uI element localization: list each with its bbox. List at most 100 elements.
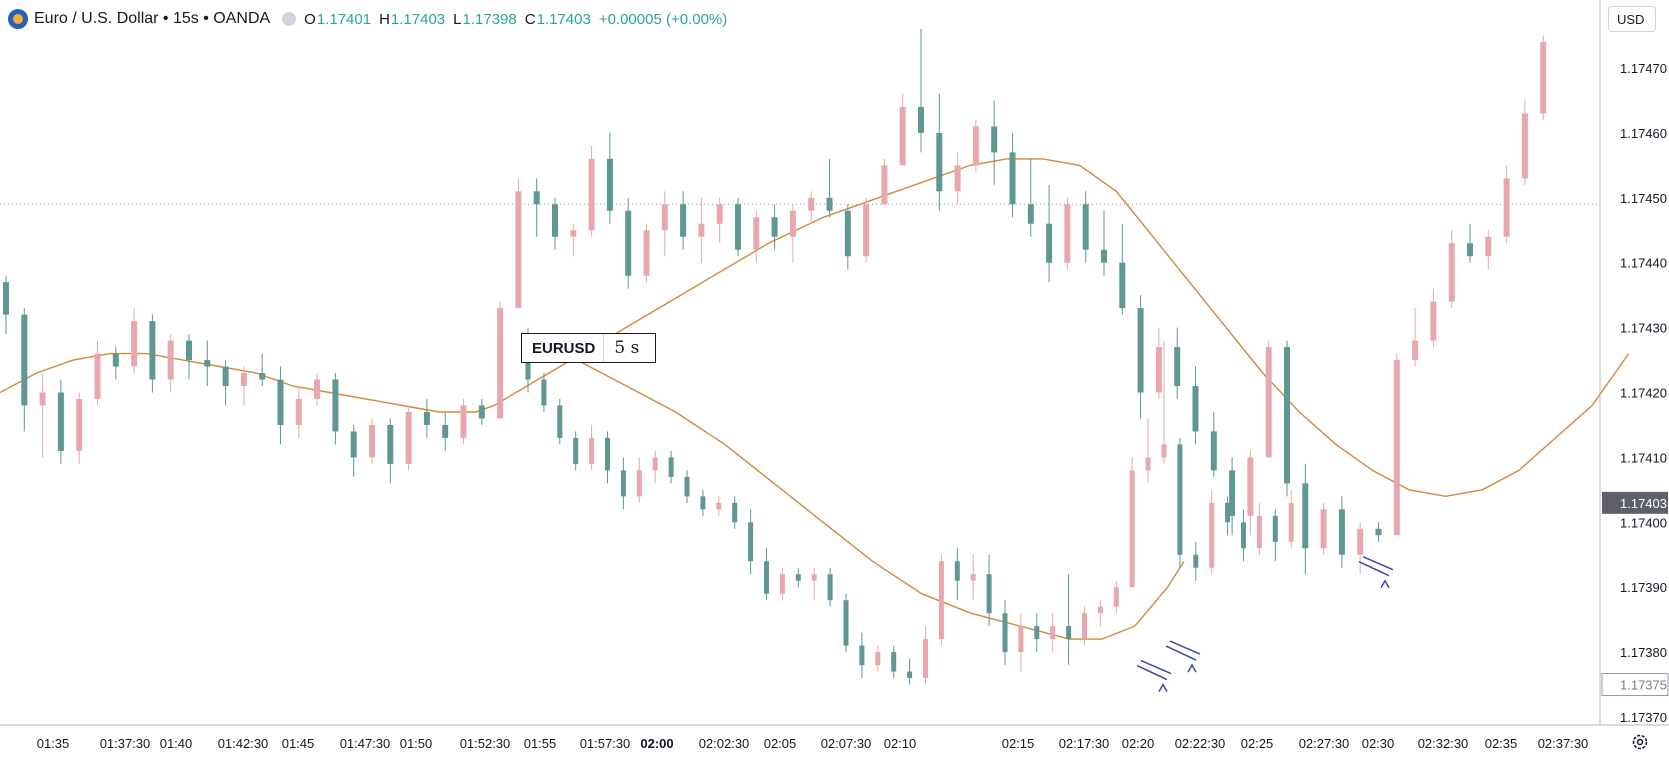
open-value: 1.17401 bbox=[316, 10, 372, 28]
candle-body bbox=[405, 411, 412, 464]
candle-body bbox=[387, 424, 394, 464]
candle-body bbox=[954, 561, 960, 581]
candle-body bbox=[735, 204, 741, 250]
low-label: L bbox=[453, 10, 462, 28]
candle-body bbox=[259, 373, 266, 380]
candle-body bbox=[859, 645, 865, 666]
close-value: 1.17403 bbox=[536, 10, 591, 28]
candle-body bbox=[1034, 626, 1040, 640]
candle-body bbox=[39, 392, 46, 406]
symbol-title[interactable]: Euro / U.S. Dollar • 15s • OANDA bbox=[34, 10, 271, 27]
candle-body bbox=[76, 398, 83, 451]
candle-body bbox=[1485, 236, 1492, 257]
candle-body bbox=[827, 574, 833, 601]
market-status-icon[interactable] bbox=[282, 12, 297, 26]
candle-body bbox=[1027, 204, 1034, 224]
candle-body bbox=[863, 204, 870, 257]
candle-body bbox=[1412, 340, 1419, 361]
candle-body bbox=[643, 230, 650, 276]
last-price-label: 1.17403 bbox=[1620, 496, 1667, 511]
price-tick-label: 1.17370 bbox=[1620, 710, 1667, 725]
candle-body bbox=[954, 165, 961, 192]
candle-body bbox=[497, 308, 504, 419]
candle-body bbox=[1066, 626, 1072, 640]
time-tick-label: 02:00 bbox=[640, 736, 673, 751]
candle-body bbox=[442, 424, 449, 438]
candle-body bbox=[1430, 301, 1437, 341]
candle-body bbox=[1521, 113, 1528, 179]
candle-body bbox=[700, 496, 706, 510]
candle-body bbox=[131, 321, 138, 367]
time-tick-label: 02:30 bbox=[1362, 736, 1395, 751]
candle-body bbox=[552, 204, 558, 237]
candle-body bbox=[222, 366, 229, 387]
candle-body bbox=[1193, 554, 1199, 568]
candle-body bbox=[789, 210, 796, 237]
candle-body bbox=[1393, 360, 1400, 536]
candle-body bbox=[811, 574, 817, 581]
candle-body bbox=[891, 652, 897, 672]
time-tick-label: 01:40 bbox=[160, 736, 193, 751]
candle-body bbox=[1161, 444, 1167, 458]
candle-body bbox=[1503, 178, 1510, 237]
candle-body bbox=[991, 126, 998, 153]
time-tick-label: 02:22:30 bbox=[1175, 736, 1226, 751]
moving-average-5s bbox=[527, 339, 1185, 640]
candle-body bbox=[1375, 528, 1382, 536]
candle-body bbox=[1225, 502, 1231, 523]
candle-body bbox=[149, 321, 156, 380]
candle-body bbox=[186, 340, 192, 361]
candle-body bbox=[881, 165, 888, 205]
time-tick-label: 01:37:30 bbox=[100, 736, 151, 751]
candle-body bbox=[1155, 347, 1162, 393]
time-tick-label: 02:15 bbox=[1002, 736, 1035, 751]
arrow-marker bbox=[1358, 556, 1394, 577]
price-tick-label: 1.17430 bbox=[1620, 321, 1667, 336]
currency-button[interactable]: USD bbox=[1608, 6, 1656, 32]
candle-body bbox=[936, 132, 943, 192]
candle-body bbox=[573, 437, 579, 464]
candle-body bbox=[764, 561, 769, 594]
candle-body bbox=[795, 574, 801, 581]
price-tick-label: 1.17400 bbox=[1620, 515, 1667, 530]
time-tick-label: 02:27:30 bbox=[1299, 736, 1350, 751]
settings-gear-icon[interactable] bbox=[1630, 732, 1650, 752]
candle-body bbox=[1009, 152, 1016, 205]
candle-body bbox=[636, 470, 642, 497]
last-price-badge bbox=[1602, 491, 1668, 514]
candle-body bbox=[1272, 515, 1278, 542]
price-tick-label: 1.17390 bbox=[1620, 580, 1667, 595]
candle-body bbox=[369, 424, 375, 458]
candle-body bbox=[605, 437, 610, 471]
candle-body bbox=[625, 210, 632, 276]
arrow-up-icon bbox=[1158, 683, 1168, 692]
candle-body bbox=[1192, 386, 1199, 432]
moving-average-15s bbox=[0, 158, 1630, 498]
candle-body bbox=[167, 340, 174, 380]
candle-body bbox=[1302, 483, 1309, 549]
time-tick-label: 01:35 bbox=[37, 736, 70, 751]
candle-body bbox=[684, 476, 690, 497]
open-label: O bbox=[304, 10, 316, 28]
candle-body bbox=[680, 204, 687, 237]
candle-body bbox=[1113, 587, 1119, 607]
candle-body bbox=[986, 574, 992, 614]
candle-body bbox=[1002, 613, 1008, 653]
time-tick-label: 02:07:30 bbox=[821, 736, 872, 751]
time-tick-label: 01:50 bbox=[400, 736, 433, 751]
candle-body bbox=[1210, 431, 1217, 471]
time-tick-label: 01:57:30 bbox=[580, 736, 631, 751]
high-label: H bbox=[379, 10, 390, 28]
marker-price-box bbox=[1601, 673, 1669, 697]
candle-body bbox=[1467, 243, 1473, 257]
candle-body bbox=[716, 502, 722, 510]
candle-body bbox=[350, 431, 357, 458]
candle-body bbox=[1288, 502, 1294, 542]
candle-body bbox=[899, 106, 906, 166]
interval-label-box: EURUSD 5 s bbox=[521, 333, 656, 363]
time-tick-label: 01:47:30 bbox=[340, 736, 391, 751]
ma-15s-line bbox=[0, 158, 1630, 498]
low-value: 1.17398 bbox=[462, 10, 517, 28]
candle-body bbox=[1050, 626, 1056, 640]
